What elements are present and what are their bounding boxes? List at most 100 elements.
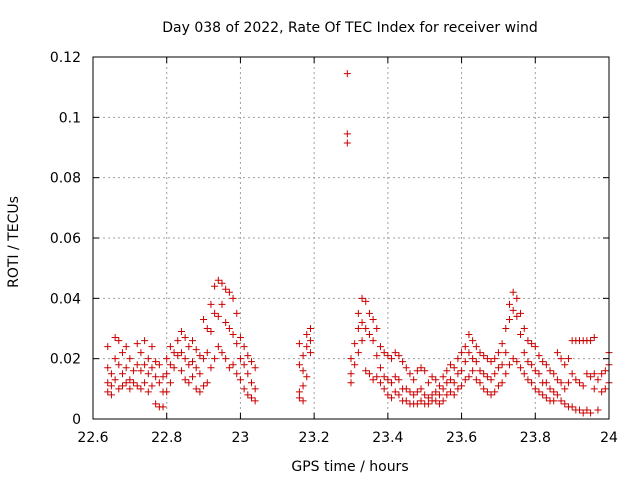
data-point — [520, 370, 528, 378]
data-point — [203, 349, 211, 357]
data-point — [155, 379, 163, 387]
data-point — [354, 349, 362, 357]
data-point — [122, 364, 130, 372]
data-point — [583, 370, 591, 378]
data-point — [247, 358, 255, 366]
y-tick-label: 0.02 — [50, 352, 81, 368]
data-point — [476, 367, 484, 375]
data-point — [166, 343, 174, 351]
data-point — [491, 355, 499, 363]
data-point — [557, 379, 565, 387]
data-point — [413, 367, 421, 375]
data-point — [196, 370, 204, 378]
data-point — [424, 379, 432, 387]
data-point — [384, 376, 392, 384]
x-tick-label: 23.6 — [446, 430, 477, 446]
data-point — [351, 340, 359, 348]
data-point — [306, 349, 314, 357]
data-point — [247, 394, 255, 402]
data-point — [251, 385, 259, 393]
data-point — [214, 343, 222, 351]
data-point — [572, 376, 580, 384]
data-point — [133, 361, 141, 369]
data-point — [177, 349, 185, 357]
x-tick-label: 23.8 — [520, 430, 551, 446]
data-point — [417, 364, 425, 372]
data-point — [546, 367, 554, 375]
data-point — [391, 388, 399, 396]
data-point — [111, 334, 119, 342]
data-point — [598, 388, 606, 396]
data-point — [185, 379, 193, 387]
data-point — [376, 364, 384, 372]
data-point — [177, 328, 185, 336]
data-point — [550, 370, 558, 378]
data-point — [347, 370, 355, 378]
data-point — [163, 355, 171, 363]
data-point — [483, 373, 491, 381]
data-point — [196, 388, 204, 396]
data-point — [159, 373, 167, 381]
data-point — [435, 391, 443, 399]
data-point — [410, 376, 418, 384]
data-point — [225, 364, 233, 372]
data-point — [505, 300, 513, 308]
data-point — [163, 388, 171, 396]
x-tick-label: 22.8 — [151, 430, 182, 446]
data-point — [546, 385, 554, 393]
data-point — [107, 391, 115, 399]
data-point — [358, 294, 366, 302]
data-point — [369, 337, 377, 345]
data-point — [373, 352, 381, 360]
data-point — [207, 328, 215, 336]
data-point — [476, 349, 484, 357]
data-point — [417, 385, 425, 393]
data-point — [480, 370, 488, 378]
data-point — [472, 358, 480, 366]
data-point — [306, 337, 314, 345]
data-point — [104, 364, 112, 372]
data-point — [542, 394, 550, 402]
data-point — [244, 370, 252, 378]
data-point — [347, 355, 355, 363]
data-point — [107, 382, 115, 390]
x-tick-label: 23 — [232, 430, 250, 446]
data-point — [384, 352, 392, 360]
data-point — [505, 361, 513, 369]
data-point — [590, 370, 598, 378]
data-point — [299, 367, 307, 375]
y-tick-label: 0.1 — [59, 110, 81, 126]
data-point — [362, 297, 370, 305]
data-point — [550, 388, 558, 396]
data-point — [240, 343, 248, 351]
axis-ticks: 22.6 22.8 23 23.2 23.4 23.6 23.8 24 0 0.02 0.04 0.0… — [50, 50, 618, 446]
data-point — [222, 285, 230, 293]
data-point — [170, 349, 178, 357]
data-point — [513, 358, 521, 366]
data-point — [126, 376, 134, 384]
data-point — [535, 388, 543, 396]
data-point — [299, 352, 307, 360]
data-point — [498, 361, 506, 369]
data-point — [590, 385, 598, 393]
data-point — [118, 370, 126, 378]
data-point — [181, 355, 189, 363]
data-point — [380, 349, 388, 357]
data-point — [601, 367, 609, 375]
data-point — [513, 294, 521, 302]
data-point — [579, 382, 587, 390]
data-point — [104, 379, 112, 387]
data-point — [443, 367, 451, 375]
data-point — [587, 373, 595, 381]
data-point — [432, 397, 440, 405]
data-point — [447, 388, 455, 396]
data-point — [115, 361, 123, 369]
data-point — [579, 409, 587, 417]
data-point — [561, 385, 569, 393]
data-point — [211, 355, 219, 363]
data-point — [152, 358, 160, 366]
data-point — [295, 340, 303, 348]
data-point — [524, 337, 532, 345]
data-point — [564, 355, 572, 363]
data-point — [601, 385, 609, 393]
